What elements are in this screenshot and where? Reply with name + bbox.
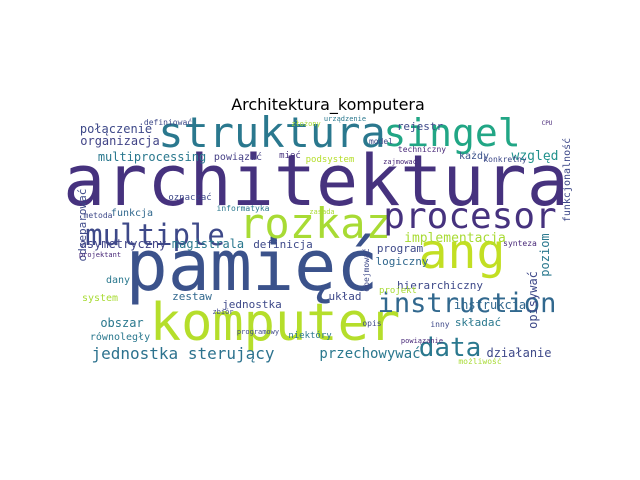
word: rejestr — [397, 120, 444, 133]
word: model — [369, 137, 393, 146]
word: inny — [430, 320, 449, 329]
word: układ — [328, 290, 361, 303]
word: konkretny — [483, 155, 527, 164]
word: zasada — [309, 208, 334, 216]
word: mieć — [279, 150, 301, 161]
word: względ — [512, 149, 559, 164]
word: dany — [106, 275, 130, 286]
word: połączenie — [80, 122, 152, 136]
word: podsystem — [306, 155, 355, 165]
word: hierarchiczny — [397, 279, 483, 292]
word: każdy — [459, 151, 489, 162]
word: urządzenie — [324, 115, 366, 123]
word: implementacja — [404, 231, 506, 246]
word: opis — [362, 319, 381, 328]
word: ang — [419, 224, 506, 280]
word: funkcjonalność — [561, 138, 573, 222]
word: jednostka sterujący — [91, 344, 274, 363]
word: multiple — [85, 218, 225, 252]
word: instruction — [378, 288, 557, 319]
word: synteza — [503, 239, 537, 248]
word: przechowywać — [319, 346, 420, 362]
word: możliwość — [458, 356, 502, 366]
word: asymetryczny — [80, 237, 167, 251]
word: jednostka — [222, 298, 282, 311]
word: definiować — [144, 117, 192, 127]
word: rozkaz — [239, 199, 391, 248]
word: zestaw — [172, 290, 212, 303]
word: pamięć — [126, 225, 379, 307]
word: złożony — [291, 120, 321, 128]
word: projekt — [379, 286, 417, 296]
word: organizacja — [80, 134, 159, 148]
word: powiązanie — [401, 337, 443, 345]
word: magistrala — [172, 237, 244, 251]
word: składać — [455, 316, 501, 329]
title: Architektura_komputera — [231, 95, 425, 115]
word: niektóry — [288, 330, 332, 341]
word: komputer — [150, 293, 400, 353]
word: techniczny — [398, 145, 446, 154]
word: zbiór — [212, 308, 233, 316]
word: informatyka — [217, 204, 270, 213]
word: procesor — [383, 196, 556, 237]
word: funkcja — [111, 208, 153, 219]
word: programowy — [237, 328, 279, 336]
word: równoległy — [90, 331, 150, 343]
word: system — [82, 293, 118, 304]
word: definicja — [253, 238, 313, 251]
word: opisywać — [526, 271, 540, 329]
word: CPU — [542, 120, 553, 127]
word: program — [377, 242, 424, 255]
word: metoda — [84, 211, 113, 220]
word: struktura — [158, 108, 386, 157]
word: singel — [383, 111, 520, 155]
word: architektura — [63, 140, 569, 222]
word: instrukcja — [454, 298, 526, 312]
word: logiczny — [376, 255, 429, 268]
word: oznaczać — [168, 192, 211, 203]
word: obejmować — [361, 248, 371, 292]
word: działanie — [486, 346, 551, 360]
word: multiprocessing — [98, 150, 206, 164]
word: odseparować — [76, 189, 89, 262]
word: poziom — [538, 233, 552, 276]
word: powiązać — [214, 151, 262, 163]
word: zajmować — [383, 158, 417, 166]
word: data — [419, 333, 482, 363]
word: projektant — [79, 251, 121, 259]
word: obszar — [100, 316, 143, 330]
